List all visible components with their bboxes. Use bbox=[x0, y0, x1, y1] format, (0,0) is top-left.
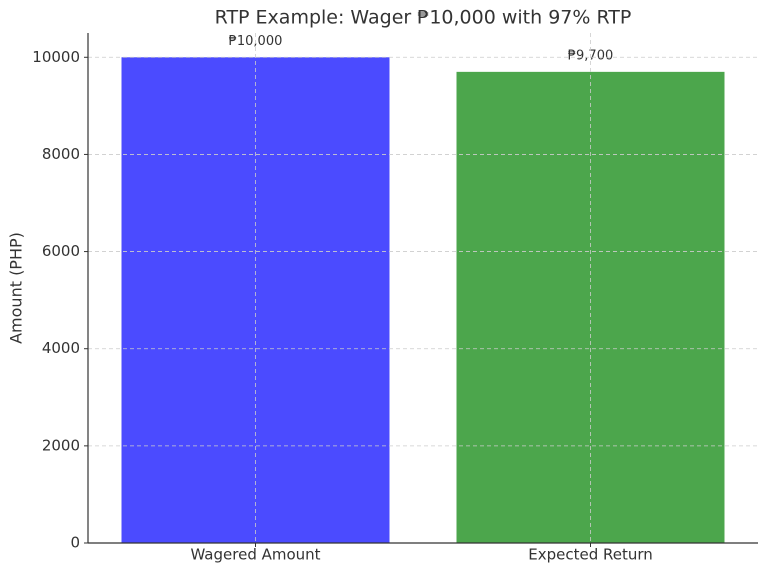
y-tick-label: 2000 bbox=[42, 436, 80, 454]
y-tick-label: 4000 bbox=[42, 339, 80, 357]
y-tick-label: 10000 bbox=[32, 48, 80, 66]
x-tick-label: Expected Return bbox=[528, 546, 653, 564]
x-tick-label: Wagered Amount bbox=[190, 546, 320, 564]
y-tick-label: 0 bbox=[70, 534, 80, 552]
y-tick-label: 8000 bbox=[42, 145, 80, 163]
y-tick-label: 6000 bbox=[42, 242, 80, 260]
chart-title: RTP Example: Wager ₱10,000 with 97% RTP bbox=[215, 7, 632, 29]
y-axis-label: Amount (PHP) bbox=[7, 232, 26, 344]
